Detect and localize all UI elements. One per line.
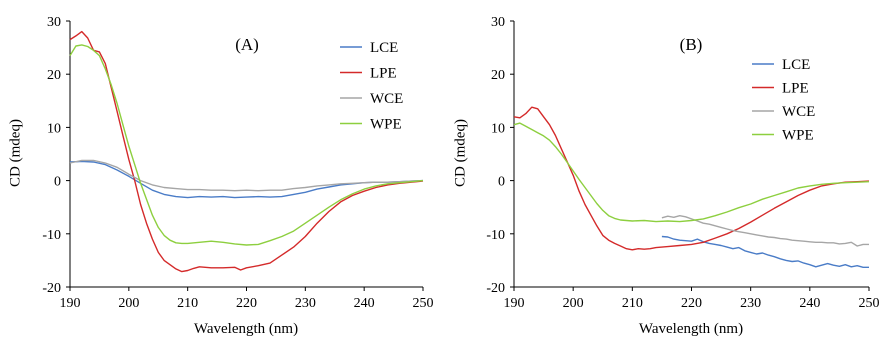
series-line-lpe (69, 30, 424, 273)
series-line-wpe (69, 44, 424, 246)
series-line-lpe (513, 106, 870, 251)
legend-label-wpe: WPE (370, 117, 402, 133)
legend-label-lce: LCE (782, 57, 810, 73)
legend-label-lce: LCE (370, 40, 398, 56)
x-tick-label: 210 (622, 296, 643, 311)
legend-label-wce: WCE (782, 104, 815, 120)
series-line-lce (661, 235, 869, 268)
legend-label-lpe: LPE (782, 81, 809, 97)
y-tick-label: -20 (42, 281, 61, 296)
y-tick-label: 10 (491, 121, 505, 136)
series-line-lce (69, 160, 424, 199)
series-line-wce (661, 215, 869, 247)
y-tick-label: 30 (491, 15, 505, 30)
y-tick-label: 0 (498, 175, 505, 190)
x-tick-label: 190 (60, 296, 81, 311)
panel-label: (B) (680, 35, 703, 54)
x-axis-label: Wavelength (nm) (194, 321, 298, 337)
x-tick-label: 200 (118, 296, 139, 311)
legend-label-lpe: LPE (370, 66, 397, 82)
x-tick-label: 250 (859, 296, 880, 311)
y-tick-label: 0 (54, 175, 61, 190)
y-tick-label: -10 (42, 228, 61, 243)
x-axis-label: Wavelength (nm) (639, 321, 743, 337)
x-tick-label: 250 (413, 296, 434, 311)
y-tick-label: -20 (486, 281, 505, 296)
x-tick-label: 220 (236, 296, 257, 311)
y-axis-label: CD (mdeq) (452, 119, 468, 187)
y-tick-label: 10 (47, 121, 61, 136)
x-tick-label: 240 (354, 296, 375, 311)
series-line-wpe (513, 122, 870, 223)
x-tick-label: 230 (740, 296, 761, 311)
x-tick-label: 190 (504, 296, 525, 311)
x-tick-label: 240 (799, 296, 820, 311)
y-tick-label: -10 (486, 228, 505, 243)
x-tick-label: 230 (295, 296, 316, 311)
legend-label-wpe: WPE (782, 128, 814, 144)
legend-label-wce: WCE (370, 91, 403, 107)
x-tick-label: 200 (563, 296, 584, 311)
x-tick-label: 210 (177, 296, 198, 311)
series-line-wce (69, 159, 424, 192)
y-axis-label: CD (mdeq) (7, 119, 23, 187)
y-tick-label: 20 (47, 68, 61, 83)
y-tick-label: 20 (491, 68, 505, 83)
y-tick-label: 30 (47, 15, 61, 30)
x-tick-label: 220 (681, 296, 702, 311)
panel-a: -20 -10 0 10 20 30 190 200 210 220 230 240 250 Wavele… (7, 15, 433, 337)
panel-label: (A) (235, 35, 259, 54)
panel-b: -20 -10 0 10 20 30 190 200 210 220 230 240 250 Wavele… (452, 15, 879, 337)
